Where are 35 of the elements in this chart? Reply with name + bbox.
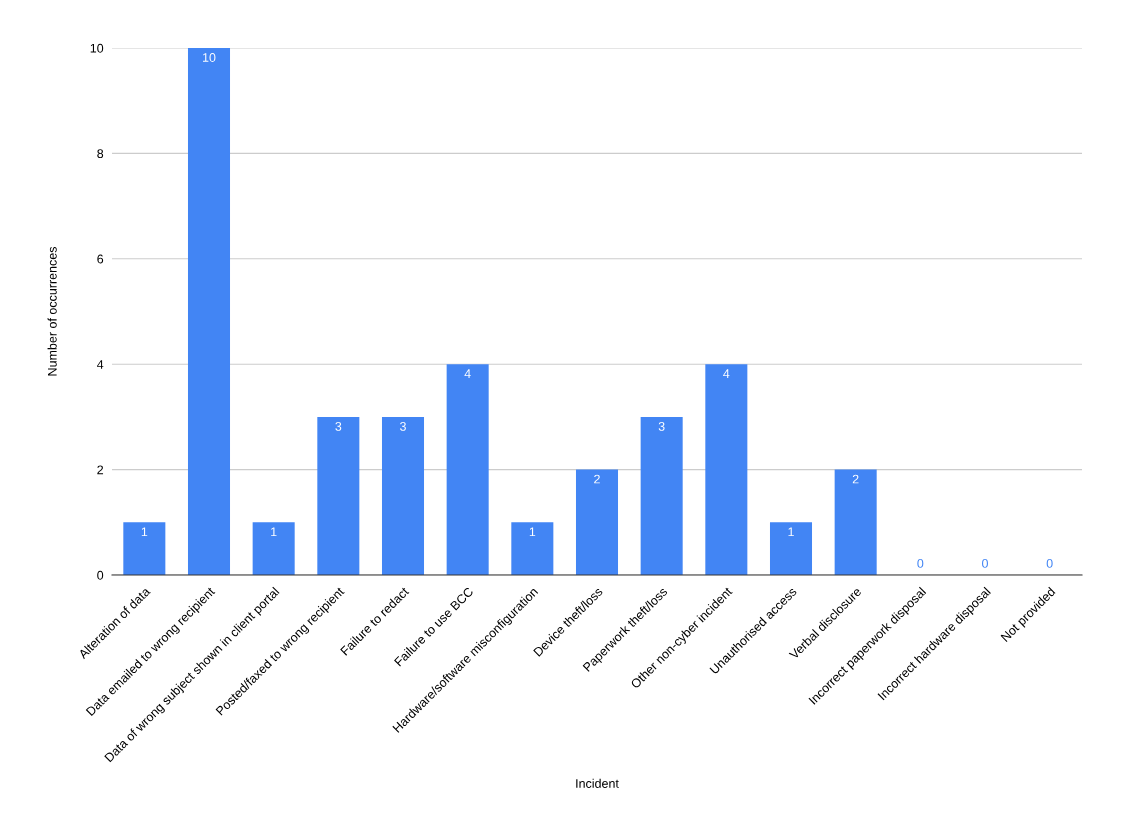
bar xyxy=(640,416,683,575)
bar xyxy=(834,469,877,575)
bar xyxy=(769,522,813,575)
data-label: 3 xyxy=(658,421,665,431)
data-label: 0 xyxy=(982,558,988,568)
bar xyxy=(317,416,360,575)
data-label: 1 xyxy=(271,527,277,537)
data-label: 1 xyxy=(529,527,536,537)
data-label: 10 xyxy=(203,53,216,62)
bar xyxy=(381,416,425,575)
data-label: 3 xyxy=(400,421,406,431)
data-label: 0 xyxy=(1046,558,1053,568)
data-label: 4 xyxy=(464,369,471,378)
y-tick-label: 2 xyxy=(97,465,104,475)
data-label: 1 xyxy=(788,527,794,537)
y-axis-title: Number of occurrences xyxy=(47,246,57,376)
bar xyxy=(575,469,619,575)
bar xyxy=(252,522,295,575)
y-tick-label: 6 xyxy=(97,254,104,264)
bar xyxy=(446,364,489,575)
bar xyxy=(511,522,554,575)
y-tick-label: 10 xyxy=(90,43,104,53)
y-tick-label: 8 xyxy=(97,149,104,159)
y-tick-label: 0 xyxy=(97,570,104,580)
bar xyxy=(187,48,231,575)
bar xyxy=(705,364,748,575)
data-label: 2 xyxy=(852,474,859,484)
data-label: 1 xyxy=(141,527,148,537)
data-label: 4 xyxy=(723,369,730,378)
y-tick-label: 4 xyxy=(97,360,104,369)
bar xyxy=(123,522,166,575)
data-label: 0 xyxy=(917,558,924,568)
x-axis-title: Incident xyxy=(576,778,619,788)
data-label: 2 xyxy=(594,474,600,484)
data-label: 3 xyxy=(335,421,342,431)
